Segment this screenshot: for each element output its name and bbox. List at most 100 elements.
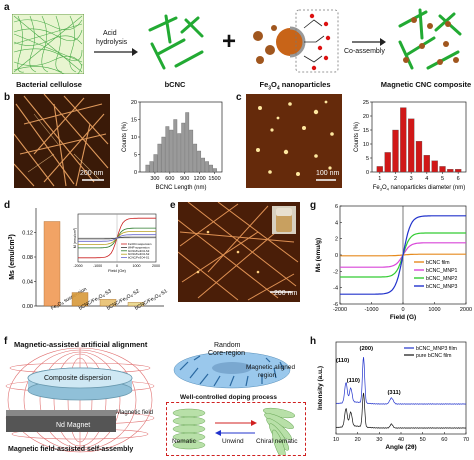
- label-magnetic-field: Magnetic field: [116, 410, 154, 416]
- y-tick-label: 2: [335, 237, 338, 243]
- ms-bar: [127, 302, 145, 307]
- panel-label-h: h: [310, 336, 317, 347]
- histogram-bar: [149, 161, 154, 173]
- x-tick-label: 4: [425, 176, 428, 182]
- inset-x-tick-label: 2000: [152, 264, 160, 268]
- histogram-bar: [431, 160, 438, 173]
- label-bcnc: bCNC: [164, 80, 186, 89]
- label-unwind: Unwind: [222, 438, 244, 445]
- y-tick-label: -6: [333, 302, 338, 308]
- histogram-bar: [161, 136, 166, 173]
- inset-x-tick-label: -1000: [93, 264, 102, 268]
- x-axis-label: Fe3O4 nanoparticles diameter (nm): [373, 185, 466, 192]
- x-tick-label: 60: [441, 437, 447, 443]
- o-text: O: [271, 80, 277, 89]
- label-part: ): [9, 234, 16, 236]
- ms-bar: [99, 299, 117, 307]
- label-co-assembly: Co-assembly: [344, 48, 385, 55]
- label-bacterial-cellulose: Bacterial cellulose: [16, 80, 82, 89]
- label-part: Fe: [373, 185, 381, 191]
- sub-3: 3: [268, 85, 272, 92]
- panel-label-e: e: [170, 200, 176, 211]
- histogram-bar: [169, 129, 174, 173]
- y-tick-label: 4: [335, 220, 338, 226]
- xrd-curve-bcnc-mnp3: [335, 356, 467, 405]
- label-magnetic-cnc-composite: Magnetic CNC composite: [380, 80, 472, 89]
- ms-bar: [71, 292, 89, 307]
- y-axis-label: Ms (emu/g): [315, 238, 322, 272]
- subscript: 4: [387, 187, 390, 192]
- label-composite-dispersion: Composite dispersion: [44, 375, 112, 382]
- label-part: nanoparticles diameter (nm): [389, 185, 465, 191]
- inset-curve: [78, 234, 156, 242]
- label-part: O: [382, 185, 387, 191]
- panel-label-b: b: [4, 92, 11, 103]
- scale-bar-b: 200 nm: [80, 170, 104, 177]
- subscript: 4: [102, 294, 106, 298]
- y-tick-label: 0.04: [22, 280, 33, 286]
- histogram-bar: [181, 122, 186, 173]
- nanoparticles-text: nanoparticles: [279, 80, 331, 89]
- histogram-bar: [376, 166, 383, 173]
- legend-label: bCNC_MNP1: [426, 268, 458, 274]
- label-part: O: [154, 293, 160, 300]
- legend-label: bCNC_MNP3 film: [416, 346, 457, 352]
- y-tick-label: 0: [134, 170, 137, 176]
- x-axis-label: Angle (2θ): [385, 444, 416, 451]
- subscript: 4: [130, 294, 134, 298]
- label-core-region: Core-region: [208, 350, 245, 357]
- xrd-curve-pure-bcnc: [335, 392, 467, 429]
- y-tick-label: 0: [366, 170, 369, 176]
- x-tick-label: 1200: [194, 176, 206, 182]
- histogram-bar: [447, 169, 454, 173]
- x-tick-label: 70: [463, 437, 469, 443]
- x-tick-label: 20: [355, 437, 361, 443]
- x-tick-label: -1000: [364, 307, 378, 313]
- inset-legend-label: bCNC/Fe3O4-S1: [128, 256, 150, 260]
- histogram-bar: [205, 161, 209, 173]
- label-region: region: [258, 372, 277, 379]
- histogram-bar: [177, 133, 182, 173]
- label-well-controlled-doping: Well-controlled doping process: [180, 394, 278, 401]
- nematic-chiral-svg: [172, 407, 296, 460]
- bcnc-illustration: [148, 14, 204, 70]
- label-chiral-nematic: Chiral nematic: [256, 438, 298, 445]
- inset-x-tick-label: -2000: [73, 264, 82, 268]
- y-axis-label: Intensity (a.u.): [317, 366, 324, 410]
- subscript: 3: [380, 187, 383, 192]
- bcnc-afm-image: [14, 94, 110, 188]
- histogram-bar: [209, 164, 213, 173]
- histogram-bar: [213, 168, 217, 173]
- legend-label: bCNC_MNP3: [426, 284, 458, 290]
- histogram-bar: [201, 157, 206, 173]
- panel-label-c: c: [236, 92, 242, 103]
- histogram-bar: [408, 118, 415, 173]
- scale-bar-c: 100 nm: [316, 170, 340, 177]
- x-tick-label: 2000: [460, 307, 472, 313]
- label-part: Ms (emu/cm: [9, 239, 16, 279]
- ms-bar: [43, 221, 61, 307]
- panel-label-f: f: [4, 336, 8, 347]
- histogram-bar: [153, 154, 158, 173]
- label-magnetic-field-assisted-self-assembly: Magnetic field-assisted self-assembly: [8, 446, 134, 453]
- histogram-bar: [392, 129, 399, 173]
- subscript: 3: [56, 304, 60, 308]
- y-tick-label: 15: [131, 118, 137, 124]
- y-tick-label: 20: [363, 114, 369, 120]
- label-part: -S3: [103, 288, 113, 297]
- label-part: BCNC Length (nm): [155, 185, 206, 191]
- y-axis-label: Counts (%): [354, 122, 360, 152]
- y-tick-label: 20: [131, 100, 137, 106]
- y-axis-label: Counts (%): [122, 122, 128, 152]
- inset-legend-label: Fe3O4 suspension: [128, 242, 152, 246]
- label-random: Random: [214, 342, 241, 349]
- y-tick-label: 0: [335, 253, 338, 259]
- peak-annotation: (311): [387, 390, 400, 396]
- field-lines-svg: [0, 344, 162, 453]
- x-tick-label: 1: [378, 176, 381, 182]
- composite-afm-image: [178, 202, 300, 302]
- fe3o4-nanoparticles-illustration: [253, 9, 339, 73]
- superscript: 3: [8, 236, 14, 239]
